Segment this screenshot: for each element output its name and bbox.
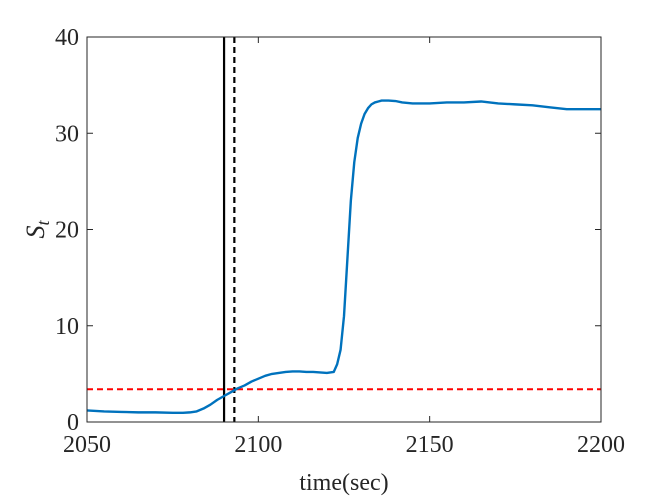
axes: 2050 2100 2150 2200 0 10 20 30 40 (55, 25, 625, 458)
x-tick-label: 2050 (63, 432, 111, 458)
labels: time(sec) St (21, 220, 389, 496)
y-axis-label: St (21, 220, 53, 239)
y-tick-label: 30 (55, 121, 79, 147)
plot-area (86, 37, 601, 422)
axes-box (86, 36, 602, 423)
y-axis-label-main: S (21, 226, 50, 239)
x-tick-label: 2150 (406, 432, 454, 458)
y-tick-label: 10 (55, 314, 79, 340)
y-tick-label: 0 (67, 410, 79, 436)
y-tick-label: 40 (55, 25, 79, 51)
x-axis-label: time(sec) (299, 470, 388, 496)
y-axis-label-subscript: t (33, 220, 53, 226)
series-line-0 (86, 99, 601, 415)
y-tick-label: 20 (55, 218, 79, 244)
x-tick-label: 2200 (577, 432, 625, 458)
x-tick-label: 2100 (234, 432, 282, 458)
